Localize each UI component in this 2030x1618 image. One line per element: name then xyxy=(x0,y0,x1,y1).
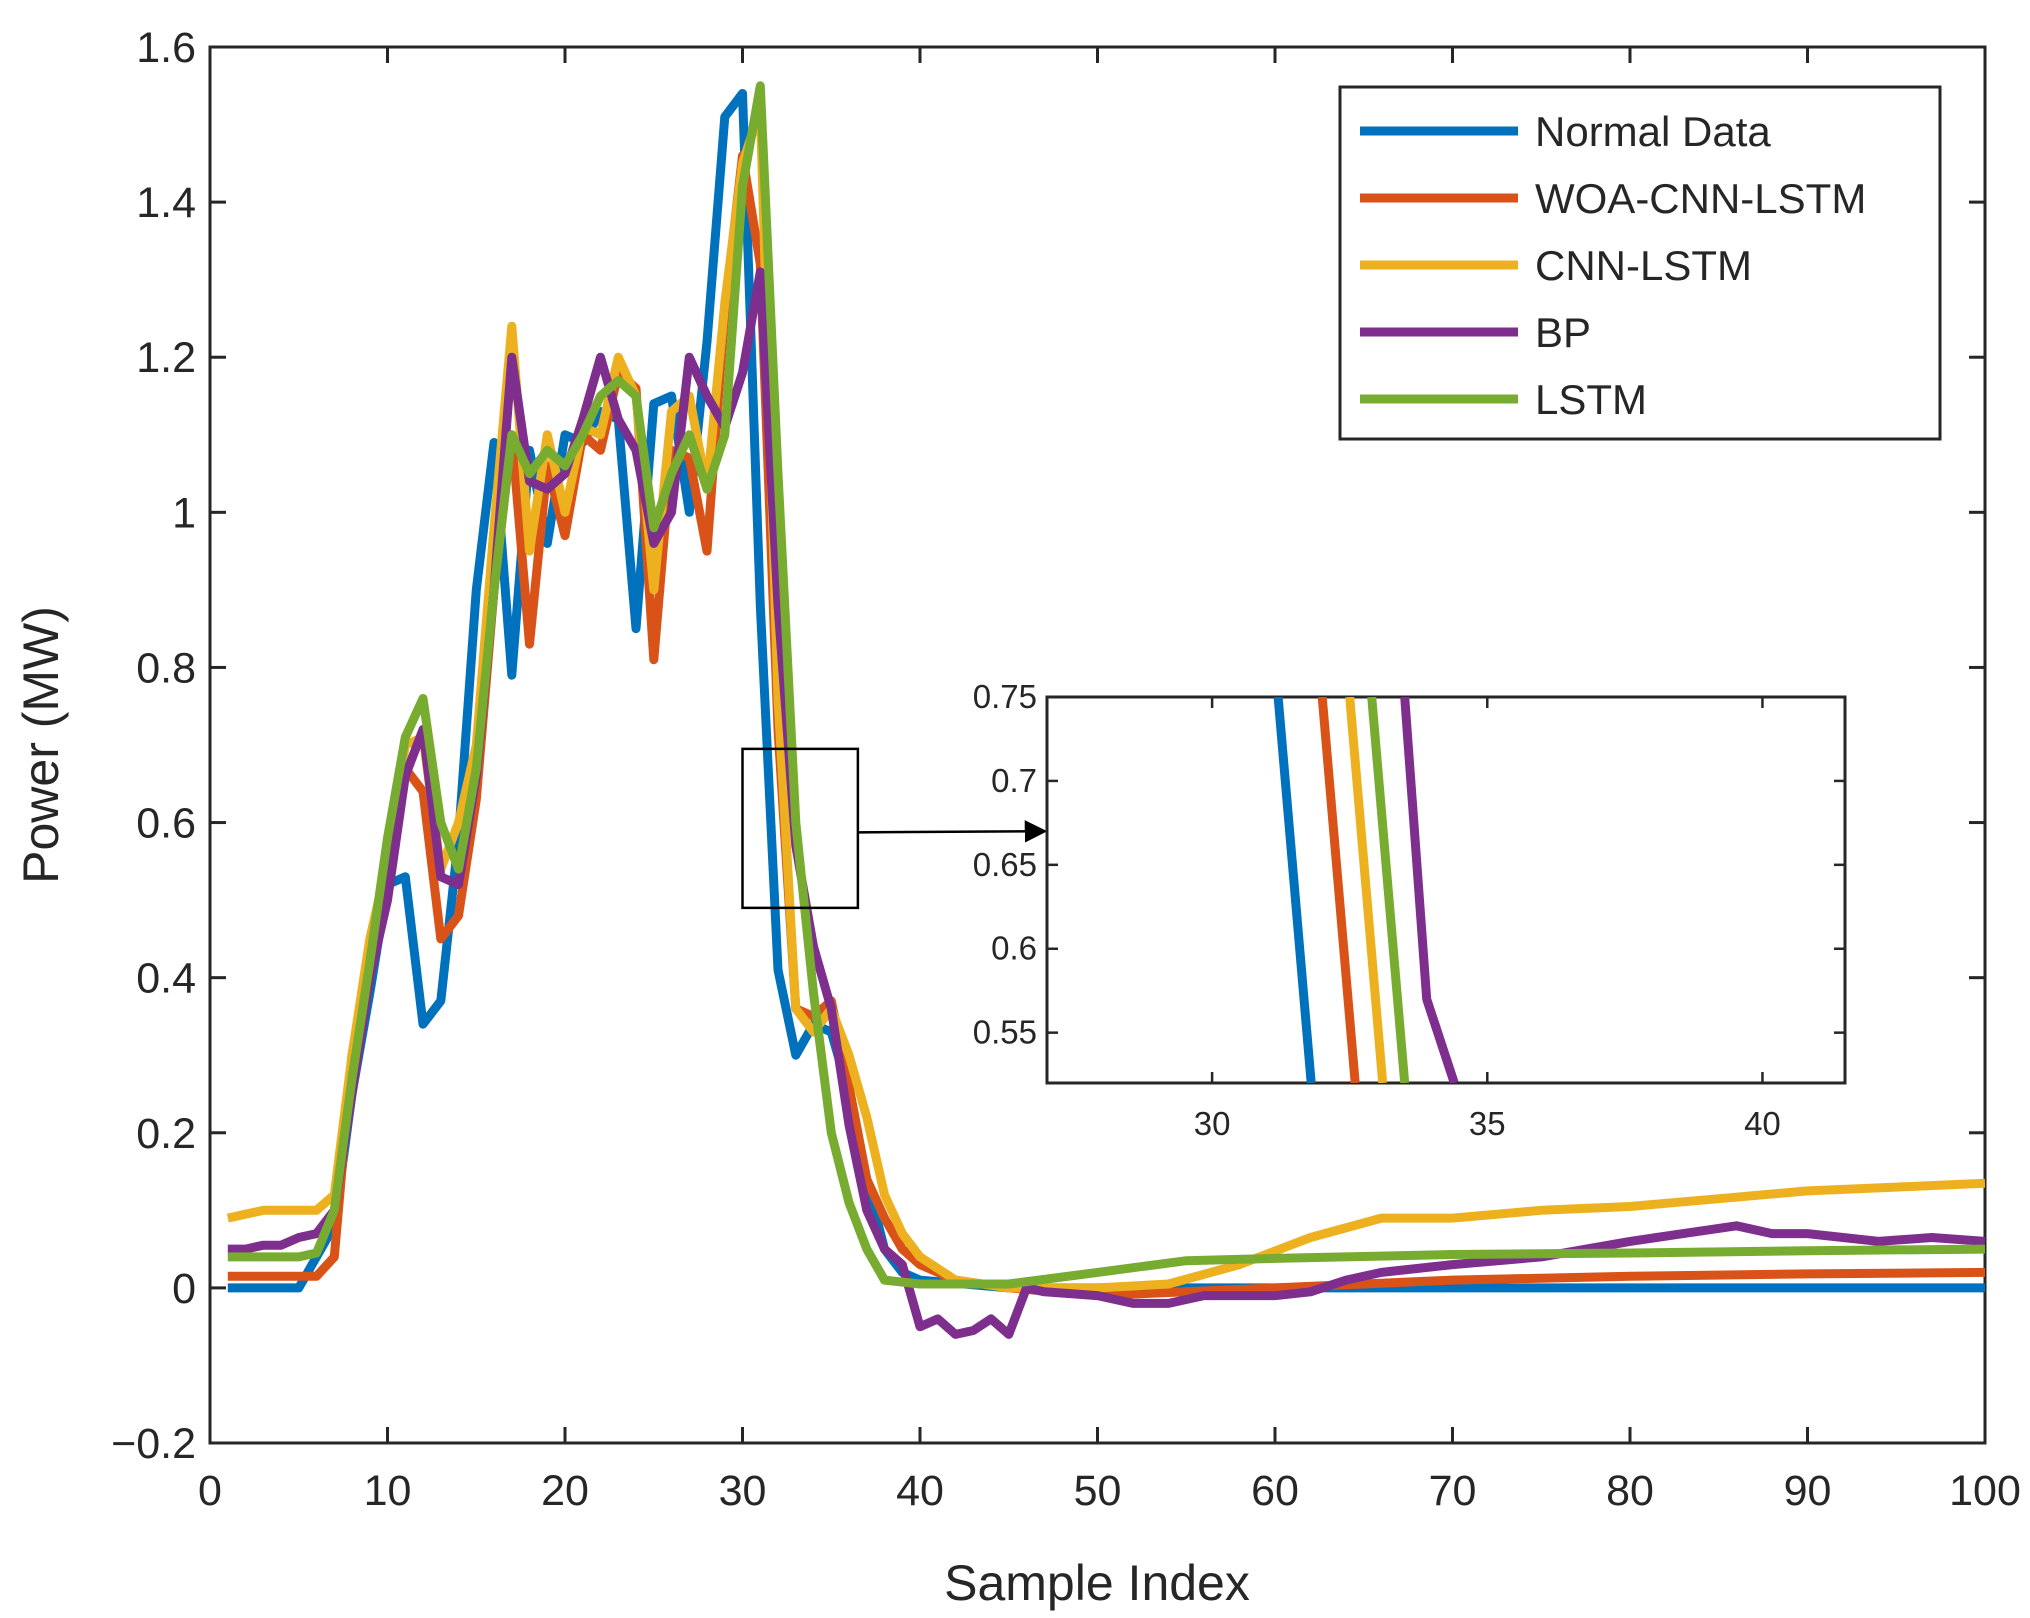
y-axis-title: Power (MW) xyxy=(13,606,69,884)
legend-label: LSTM xyxy=(1535,376,1647,423)
inset-series-line-cnn-lstm xyxy=(1345,697,1388,1083)
x-tick-label: 40 xyxy=(896,1467,944,1515)
y-tick-label: 0.2 xyxy=(136,1110,196,1158)
y-tick-label: 1.2 xyxy=(136,334,196,382)
inset-x-tick-label: 35 xyxy=(1469,1105,1506,1142)
inset-y-tick-label: 0.75 xyxy=(973,678,1037,715)
y-tick-label: −0.2 xyxy=(111,1420,196,1468)
legend-label: BP xyxy=(1535,309,1591,356)
series-line-lstm xyxy=(227,81,1985,1289)
y-tick-label: 1.4 xyxy=(136,179,196,227)
x-tick-label: 30 xyxy=(719,1467,767,1515)
y-tick-label: 0.8 xyxy=(136,644,196,692)
main-series-group xyxy=(226,81,1985,1339)
legend-items: Normal Data WOA-CNN-LSTM CNN-LSTM BP LSTM xyxy=(1360,108,1866,423)
legend-label: WOA-CNN-LSTM xyxy=(1535,175,1866,222)
inset-y-tick-label: 0.6 xyxy=(991,930,1037,967)
y-tick-label: 0.6 xyxy=(136,800,196,848)
y-tick-label: 1 xyxy=(172,489,196,537)
inset-x-tick-label: 40 xyxy=(1744,1105,1781,1142)
inset-y-tick-label: 0.55 xyxy=(973,1014,1037,1051)
legend-label: CNN-LSTM xyxy=(1535,242,1752,289)
y-tick-label: 0.4 xyxy=(136,955,196,1003)
inset-plot-area xyxy=(1045,695,1847,1085)
x-tick-label: 50 xyxy=(1074,1467,1122,1515)
x-tick-label: 100 xyxy=(1949,1467,2021,1515)
x-tick-label: 20 xyxy=(541,1467,589,1515)
inset-y-tick-label: 0.7 xyxy=(991,762,1037,799)
inset-series-line-bp xyxy=(1400,697,1459,1083)
x-tick-label: 0 xyxy=(198,1467,222,1515)
inset-series-line-lstm xyxy=(1367,697,1410,1083)
inset-series-group xyxy=(1273,697,1459,1083)
inset-series-line-woa-cnn-lstm xyxy=(1317,697,1360,1083)
y-tick-label: 0 xyxy=(172,1265,196,1313)
x-tick-label: 70 xyxy=(1429,1467,1477,1515)
x-axis-title: Sample Index xyxy=(944,1555,1250,1611)
inset-x-tick-label: 30 xyxy=(1194,1105,1231,1142)
main-axis-ticks: 0 10 20 30 40 50 60 70 80 90 100−0.200.20.40.60.81… xyxy=(111,24,2021,1515)
zoom-box xyxy=(741,747,860,910)
inset-series-line-normal-data xyxy=(1273,697,1316,1083)
x-tick-label: 10 xyxy=(364,1467,412,1515)
inset-y-tick-label: 0.65 xyxy=(973,846,1037,883)
y-tick-label: 1.6 xyxy=(136,24,196,72)
inset-axis-ticks: 30 35 40 0.55 0.6 0.65 0.7 0.75 xyxy=(973,678,1845,1142)
x-tick-label: 80 xyxy=(1606,1467,1654,1515)
legend-label: Normal Data xyxy=(1535,108,1771,155)
zoom-arrow xyxy=(857,820,1048,843)
x-tick-label: 90 xyxy=(1784,1467,1832,1515)
x-tick-label: 60 xyxy=(1251,1467,1299,1515)
